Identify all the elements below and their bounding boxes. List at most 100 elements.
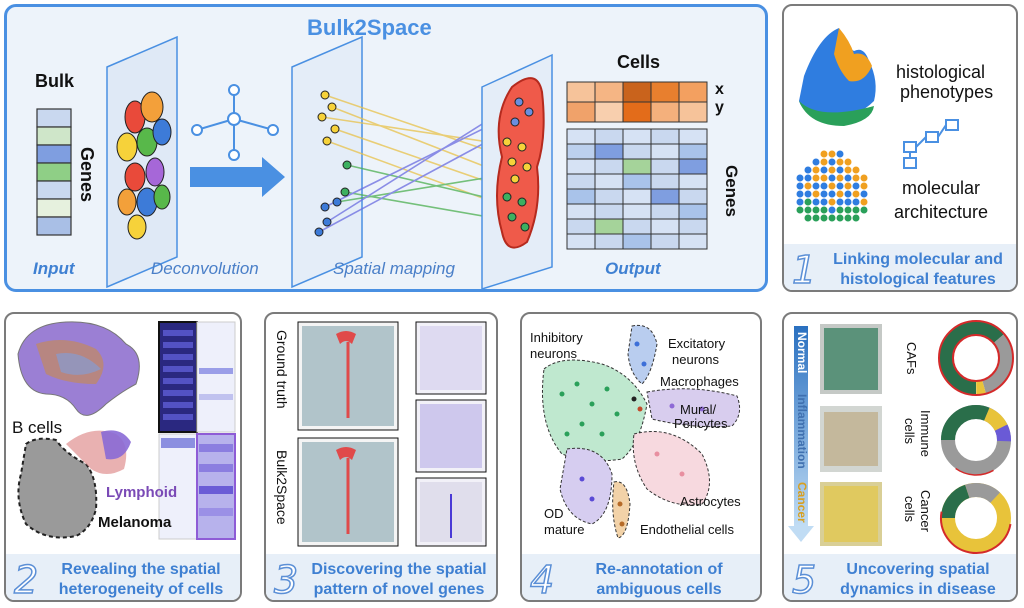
bulk2space-workflow-panel: Bulk2Space [4, 4, 768, 292]
hierarchy-icon [903, 119, 959, 169]
panel5-graphics [788, 320, 1014, 554]
inhibitory-label-1: Inhibitory [530, 330, 583, 345]
panel3-number: 3 [273, 557, 299, 603]
inhibitory-cluster [541, 359, 648, 462]
endothelial-label: Endothelial cells [640, 522, 734, 537]
panel-reannotation: Inhibitory neurons Excitatory neurons Ma… [520, 312, 762, 603]
mural-cluster [646, 388, 741, 428]
panel3-graphics [297, 321, 487, 547]
tissue-plane [481, 53, 553, 289]
astrocyte-cluster [632, 431, 710, 506]
cancer-stage-label: Cancer [795, 482, 809, 523]
cells-label: Cells [617, 52, 661, 72]
gradient-arrow-icon [788, 526, 814, 542]
panel4-graphics [541, 324, 741, 539]
deconvolution-label: Deconvolution [151, 259, 259, 278]
genes-label-left: Genes [77, 147, 97, 203]
genes-label-right: Genes [722, 165, 741, 217]
excitatory-cluster [627, 324, 658, 385]
panel1-graphics [796, 28, 959, 222]
lymphoid-label: Lymphoid [106, 484, 178, 501]
histological-label-1: histological [896, 62, 986, 82]
caf-donut [938, 320, 1014, 396]
molecular-label-2: architecture [894, 202, 989, 222]
cancer-donut [940, 482, 1012, 554]
panel-spatial-heterogeneity: B cells Lymphoid Melanoma 2 Revealing th… [4, 312, 242, 603]
molecular-dot-pattern [796, 150, 868, 222]
endothelial-cluster [612, 481, 631, 539]
immune-label-1: Immune [918, 410, 933, 457]
spatial-mapping-label: Spatial mapping [333, 259, 455, 278]
panel4-caption: 4 Re-annotation of ambiguous cells [522, 554, 760, 603]
cafs-label: CAFs [904, 342, 919, 375]
melanoma-label: Melanoma [98, 514, 172, 531]
panel-disease-dynamics: Normal Inflammation Cancer CAFs Immune c… [782, 312, 1018, 603]
panel-novel-genes: Ground truth Bulk2Space 3 Discovering th… [264, 312, 498, 603]
panel2-caption: 2 Revealing the spatial heterogeneity of… [6, 554, 240, 603]
panel2-caption-line1: Revealing the spatial [61, 561, 221, 578]
panel3-caption-line2: pattern of novel genes [313, 581, 485, 598]
panel-linking-features: histological phenotypes molecular archit… [782, 4, 1018, 293]
umap-points [559, 341, 705, 527]
y-label: y [715, 99, 724, 116]
heatmap-dark [158, 321, 236, 433]
cancer-cells-label-1: Cancer [918, 490, 933, 532]
gradient-bar [794, 326, 808, 526]
panel3-caption: 3 Discovering the spatial pattern of nov… [266, 554, 496, 603]
x-label: x [715, 81, 724, 98]
astrocytes-label: Astrocytes [680, 494, 741, 509]
panel5-number: 5 [791, 557, 817, 603]
cancer-cells-label-2: cells [902, 496, 917, 523]
panel2-caption-line2: heterogeneity of cells [58, 581, 224, 598]
panel4-number: 4 [529, 557, 555, 603]
mural-label-1: Mural/ [680, 402, 717, 417]
b-cells-label: B cells [12, 418, 63, 437]
bulk2space-map [297, 437, 399, 547]
heatmap-light [158, 433, 236, 540]
inflammation-label: Inflammation [795, 394, 809, 469]
panel2-number: 2 [13, 557, 39, 603]
network-icon [191, 84, 279, 161]
histological-label-2: phenotypes [900, 82, 994, 102]
tissue-sections [820, 324, 882, 546]
od-label-1: OD [544, 506, 564, 521]
immune-label-2: cells [902, 418, 917, 445]
ground-truth-map [297, 321, 399, 431]
mural-label-2: Pericytes [674, 416, 728, 431]
main-title: Bulk2Space [307, 15, 432, 40]
bulk-gene-column [36, 108, 72, 236]
panel5-caption-text: Uncovering spatial dynamics in disease [824, 560, 1012, 600]
od-label-2: mature [544, 522, 585, 537]
panel4-caption-text: Re-annotation of ambiguous cells [562, 560, 756, 600]
arrow-icon [190, 157, 285, 197]
inhibitory-label-2: neurons [530, 346, 577, 361]
panel1-caption-line1: Linking molecular and [833, 251, 1003, 268]
normal-label: Normal [795, 332, 809, 374]
xy-matrix [566, 81, 708, 123]
panel2-graphics [17, 321, 236, 540]
spatial-cell-dots [314, 90, 352, 237]
deconvolution-plane [106, 35, 178, 289]
output-label: Output [605, 259, 661, 278]
panel5-caption-line2: dynamics in disease [840, 581, 996, 598]
workflow-graphics [36, 35, 708, 289]
excitatory-label-2: neurons [672, 352, 719, 367]
panel2-caption-text: Revealing the spatial heterogeneity of c… [46, 560, 236, 600]
excitatory-label-1: Excitatory [668, 336, 726, 351]
input-label: Input [33, 259, 75, 278]
panel1-caption-text: Linking molecular and histological featu… [824, 250, 1012, 290]
panel4-caption-line1: Re-annotation of [595, 561, 723, 578]
immune-donut [940, 404, 1012, 476]
spatial-mapping-plane [291, 35, 363, 289]
gene-expression-maps [415, 321, 487, 547]
macrophages-label: Macrophages [660, 374, 739, 389]
panel1-caption: 1 Linking molecular and histological fea… [784, 244, 1016, 293]
panel1-number: 1 [791, 247, 817, 293]
panel3-caption-text: Discovering the spatial pattern of novel… [306, 560, 492, 600]
molecular-label-1: molecular [902, 178, 981, 198]
gene-matrix[interactable] [566, 128, 708, 250]
bulk-label: Bulk [35, 71, 75, 91]
panel4-caption-line2: ambiguous cells [596, 581, 722, 598]
panel3-caption-line1: Discovering the spatial [311, 561, 487, 578]
bulk2space-label: Bulk2Space [274, 450, 290, 525]
